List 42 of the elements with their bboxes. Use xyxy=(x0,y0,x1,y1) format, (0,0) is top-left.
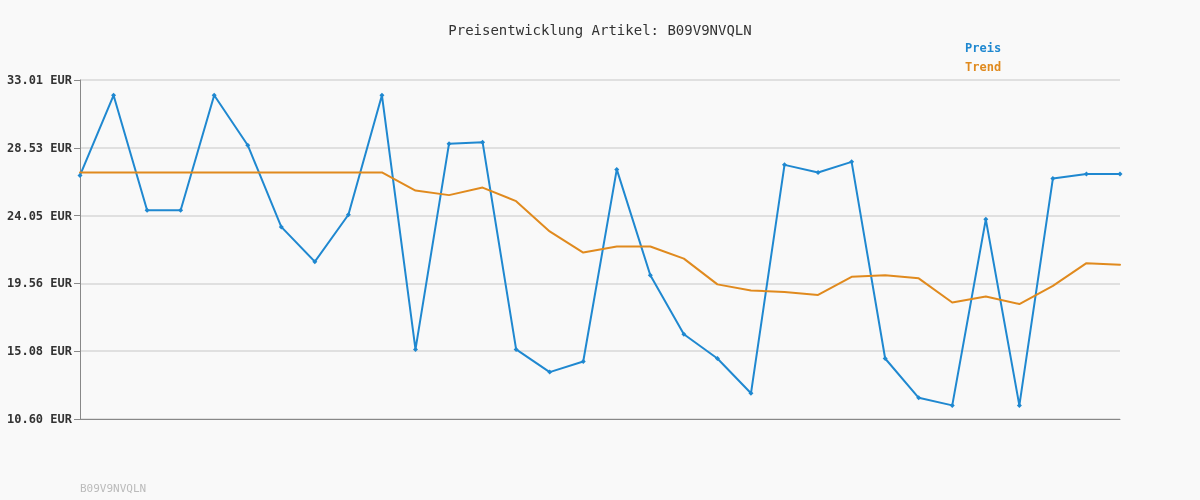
point xyxy=(1050,175,1056,181)
y-tick-label: 28.53 EUR xyxy=(6,140,73,155)
y-tick-label: 24.05 EUR xyxy=(6,208,73,223)
point xyxy=(345,212,351,218)
text: Trend xyxy=(965,60,1002,74)
point xyxy=(278,224,284,230)
point xyxy=(379,92,385,98)
point xyxy=(1083,171,1089,177)
point xyxy=(211,92,217,98)
point xyxy=(983,216,989,222)
point xyxy=(1117,171,1123,177)
point xyxy=(312,259,318,265)
point xyxy=(681,331,687,337)
point xyxy=(144,207,150,213)
y-tick-label: 19.56 EUR xyxy=(6,276,73,291)
chart-title: Preisentwicklung Artikel: B09V9NVQLN xyxy=(448,22,752,38)
point xyxy=(547,369,553,375)
point xyxy=(77,172,83,178)
y-tick-label: 10.60 EUR xyxy=(6,412,73,426)
point xyxy=(782,162,788,168)
point xyxy=(614,166,620,172)
point xyxy=(916,395,922,401)
point xyxy=(580,359,586,365)
y-tick-label: 15.08 EUR xyxy=(6,344,73,359)
point xyxy=(815,169,821,175)
y-tick-label: 33.01 EUR xyxy=(6,73,73,87)
point xyxy=(714,355,720,361)
text: B09V9NVQLN xyxy=(80,482,147,495)
point xyxy=(882,355,888,361)
point xyxy=(111,92,117,98)
point xyxy=(178,207,184,213)
point xyxy=(245,142,251,148)
point xyxy=(1016,402,1022,408)
point xyxy=(480,139,486,145)
point xyxy=(446,141,452,147)
point xyxy=(949,402,955,408)
line-series xyxy=(79,171,1121,306)
point xyxy=(412,346,418,352)
point xyxy=(513,346,519,352)
point xyxy=(647,272,653,278)
point xyxy=(849,159,855,165)
text: Preis xyxy=(965,41,1002,55)
